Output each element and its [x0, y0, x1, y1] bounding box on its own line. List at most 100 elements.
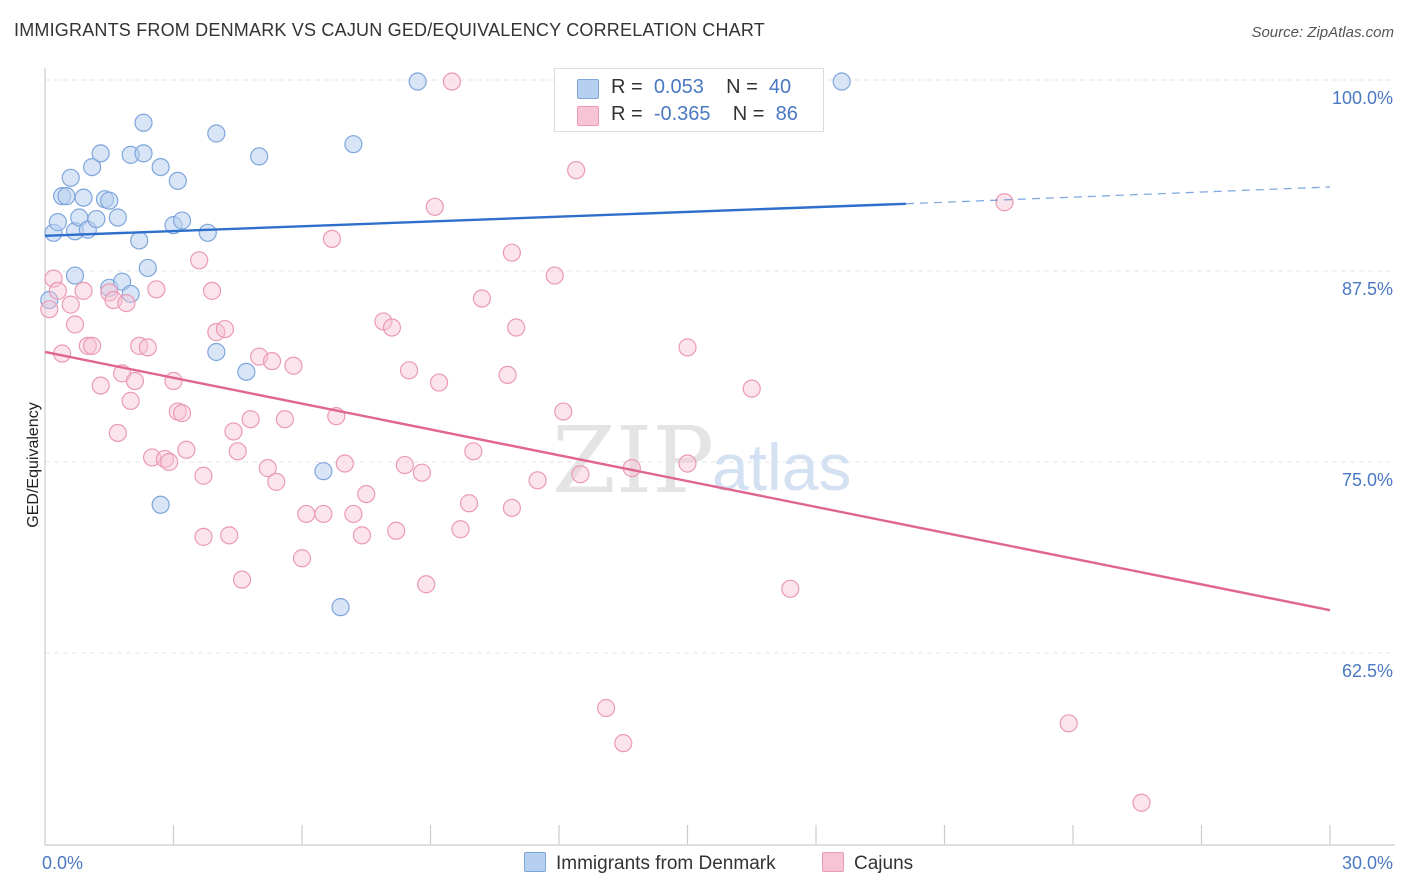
cajun-points	[40, 72, 1151, 812]
cajun-point	[220, 526, 239, 545]
cajun-point	[502, 243, 521, 262]
cajun-point	[399, 361, 419, 380]
denmark-point	[134, 113, 153, 132]
denmark-point	[250, 147, 269, 166]
denmark-point	[198, 223, 217, 242]
cajun-point	[65, 315, 85, 334]
cajun-point	[567, 161, 586, 180]
cajun-point	[472, 289, 491, 308]
cajun-point	[194, 466, 213, 485]
denmark-point	[314, 462, 333, 481]
cajun-point	[138, 338, 157, 357]
cajun-point	[258, 459, 277, 478]
cajun-point	[74, 281, 93, 300]
denmark-point	[331, 598, 350, 617]
denmark-point	[151, 495, 170, 514]
denmark-point	[168, 171, 187, 190]
cajun-point	[194, 527, 213, 546]
bottom-legend-denmark: Immigrants from Denmark	[524, 852, 776, 875]
x-tick-label: 30.0%	[1342, 853, 1393, 873]
denmark-point	[65, 266, 85, 285]
cajun-point	[995, 193, 1014, 212]
cajun-point	[78, 336, 97, 355]
bottom-legend-swatch-denmark	[524, 852, 546, 872]
cajun-point	[164, 371, 183, 391]
cajun-point	[190, 251, 209, 270]
x-tick-label: 0.0%	[42, 853, 83, 873]
y-tick-label: 87.5%	[1342, 279, 1393, 299]
source-label: Source: ZipAtlas.com	[1251, 24, 1394, 41]
legend-r-label: R =	[611, 76, 643, 98]
denmark-point	[87, 209, 106, 229]
cajun-point	[91, 376, 110, 395]
cajun-point	[241, 410, 260, 429]
bottom-legend-label-cajuns: Cajuns	[854, 853, 914, 874]
denmark-point	[207, 342, 226, 362]
denmark-point	[48, 213, 67, 232]
cajun-point	[781, 579, 800, 598]
cajun-point	[232, 570, 252, 589]
legend-text-denmark: R = 0.053 N = 40	[611, 76, 791, 99]
cajun-point	[678, 338, 697, 357]
cajun-point	[228, 442, 247, 461]
cajun-point	[215, 319, 234, 339]
legend-n-label: N =	[726, 76, 758, 98]
legend-swatch-cajuns	[577, 106, 599, 126]
cajun-point	[614, 734, 633, 753]
denmark-point	[100, 191, 119, 210]
bottom-legend-cajuns: Cajuns	[822, 852, 913, 875]
cajun-point	[387, 521, 406, 540]
cajun-point	[395, 455, 414, 475]
denmark-point	[74, 188, 93, 207]
cajun-point	[262, 352, 282, 371]
watermark-atlas: atlas	[712, 430, 851, 504]
cajun-point	[425, 197, 444, 216]
cajun-point	[172, 404, 192, 423]
cajun-point	[322, 229, 342, 249]
denmark-point	[108, 208, 127, 227]
legend-n-value: 86	[775, 103, 798, 125]
cajun-point	[160, 452, 179, 472]
legend-r-value: -0.365	[653, 103, 711, 125]
cajun-point	[40, 300, 59, 319]
y-axis-label: GED/Equivalency	[25, 402, 42, 527]
denmark-point	[172, 211, 192, 230]
stats-legend: R = 0.053 N = 40 R = -0.365 N = 86	[554, 68, 824, 132]
denmark-point	[121, 284, 140, 304]
denmark-point	[207, 124, 226, 143]
cajun-point	[314, 504, 333, 524]
cajun-point	[108, 423, 127, 443]
cajun-point	[742, 379, 761, 398]
cajun-point	[412, 463, 432, 482]
cajun-point	[292, 549, 312, 568]
denmark-point	[83, 157, 102, 177]
cajun-point	[344, 504, 363, 524]
cajun-point	[429, 373, 449, 392]
denmark-point	[344, 135, 363, 154]
cajun-point	[1059, 714, 1078, 733]
denmark-point	[130, 231, 149, 250]
denmark-trend-line	[44, 202, 906, 238]
denmark-point	[134, 144, 153, 163]
cajun-point	[297, 504, 316, 524]
denmark-trend-extension	[905, 186, 1331, 205]
legend-n-value: 40	[768, 76, 792, 98]
cajun-point	[571, 465, 590, 484]
denmark-point	[91, 144, 110, 163]
legend-r-label: R =	[611, 103, 643, 125]
cajun-point	[267, 472, 286, 491]
cajun-trend-line	[44, 350, 1331, 612]
denmark-point	[408, 72, 427, 91]
denmark-point	[832, 72, 851, 91]
cajun-point	[459, 494, 479, 513]
cajun-point	[528, 471, 547, 490]
cajun-point	[125, 371, 145, 391]
cajun-point	[382, 318, 402, 337]
legend-r-value: 0.053	[653, 76, 704, 98]
cajun-point	[498, 365, 517, 385]
cajun-point	[275, 410, 294, 429]
denmark-point	[61, 168, 80, 187]
cajun-point	[507, 318, 526, 337]
denmark-points	[40, 72, 851, 617]
